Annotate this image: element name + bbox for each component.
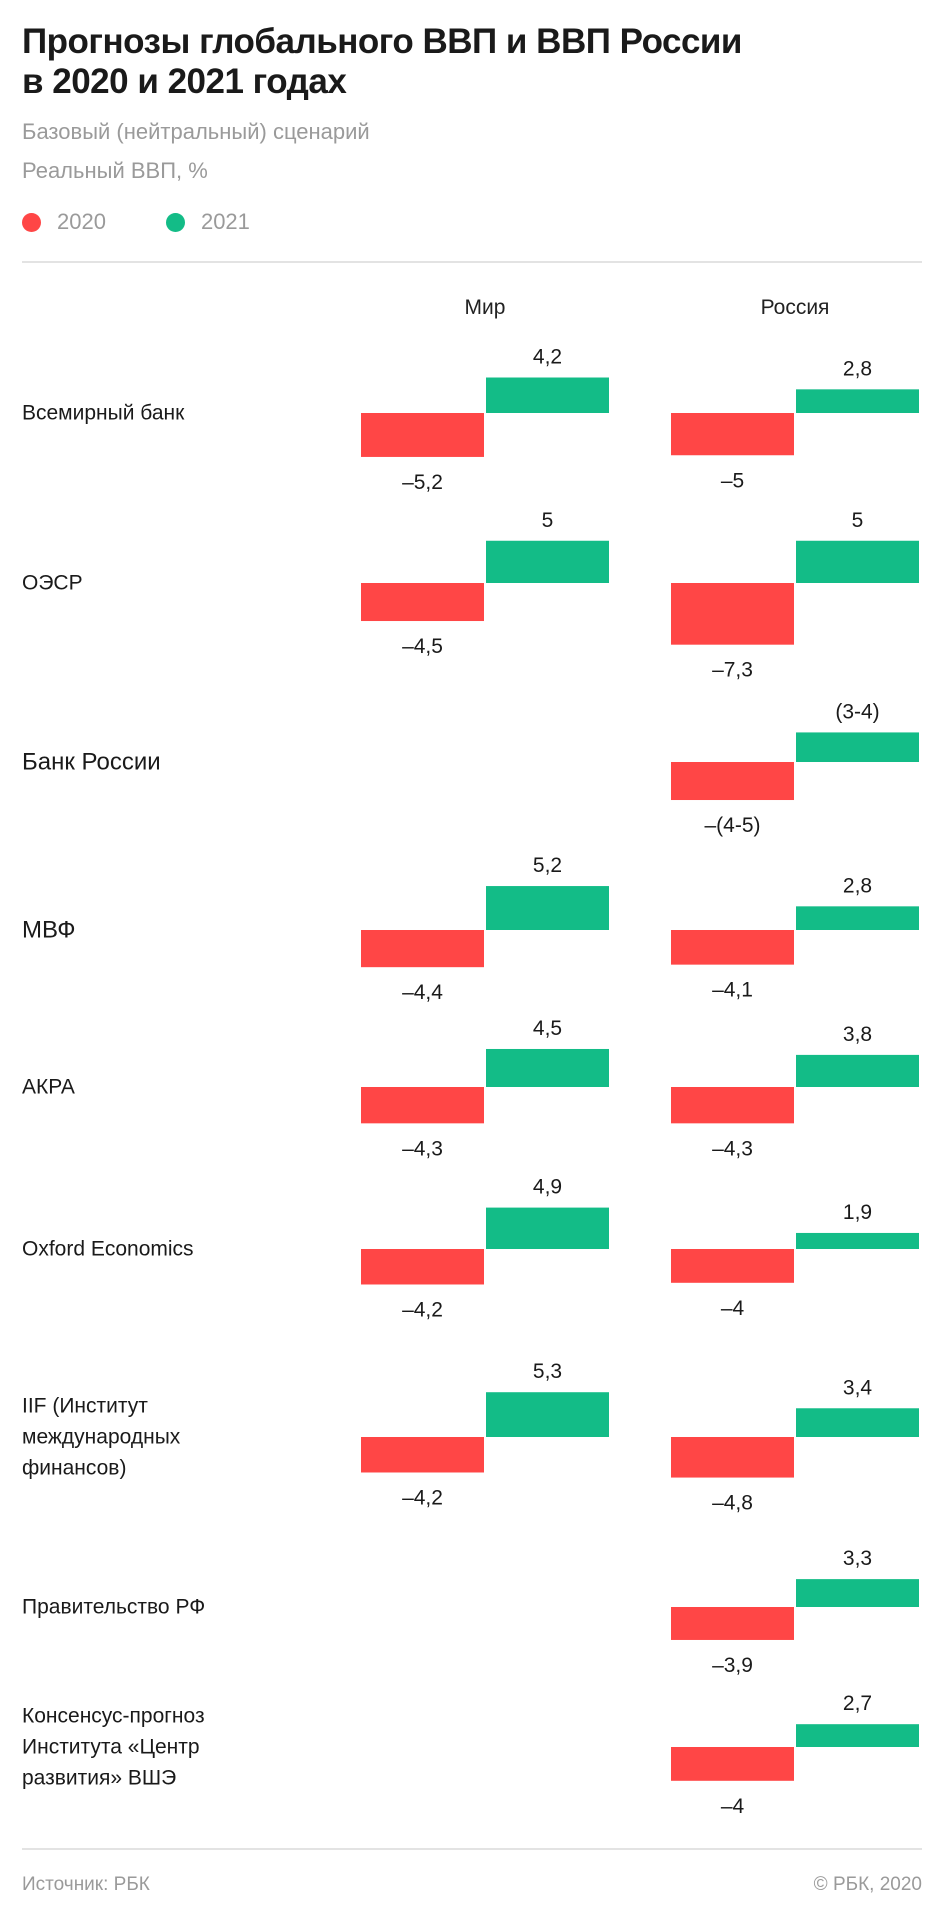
value-label-2021-russia: 2,7 bbox=[843, 1692, 872, 1715]
bar-2020-world bbox=[361, 583, 484, 622]
bar-2020-russia bbox=[671, 1087, 794, 1124]
value-label-2020-world: –5,2 bbox=[402, 471, 443, 494]
bar-2020-russia bbox=[671, 583, 794, 645]
chart-subtitle: Базовый (нейтральный) сценарий bbox=[22, 119, 370, 144]
bar-2021-russia bbox=[796, 1579, 919, 1607]
bar-2020-world bbox=[361, 1437, 484, 1473]
bar-2020-world bbox=[361, 1249, 484, 1285]
row-label: Всемирный банк bbox=[22, 401, 185, 425]
bar-2020-russia bbox=[671, 1747, 794, 1781]
row-label: Oxford Economics bbox=[22, 1237, 194, 1261]
bar-2020-world bbox=[361, 413, 484, 457]
value-label-2021-russia: 2,8 bbox=[843, 874, 872, 897]
row-label: ОЭСР bbox=[22, 571, 83, 595]
bar-2020-russia bbox=[671, 413, 794, 456]
row-label: МВФ bbox=[22, 916, 76, 944]
value-label-2021-russia: 2,8 bbox=[843, 357, 872, 380]
value-label-2020-world: –4,3 bbox=[402, 1137, 443, 1160]
bar-2021-russia bbox=[796, 1054, 919, 1087]
bar-2020-russia bbox=[671, 1607, 794, 1640]
value-label-2021-world: 5,3 bbox=[533, 1360, 562, 1383]
value-label-2021-world: 5,2 bbox=[533, 854, 562, 877]
column-header-russia: Россия bbox=[760, 296, 830, 319]
bar-2021-russia bbox=[796, 732, 919, 762]
bar-2021-world bbox=[486, 1048, 609, 1087]
value-label-2020-russia: –4,1 bbox=[712, 979, 753, 1002]
bar-2020-russia bbox=[671, 930, 794, 965]
value-label-2020-russia: –4 bbox=[721, 1795, 745, 1818]
value-label-2020-russia: –4 bbox=[721, 1297, 745, 1320]
row-label: Правительство РФ bbox=[22, 1595, 206, 1619]
legend: 2020 2021 bbox=[22, 208, 310, 236]
row-label: Консенсус-прогноз Института «Центр разви… bbox=[22, 1704, 205, 1790]
bar-2021-russia bbox=[796, 389, 919, 413]
value-label-2021-world: 4,5 bbox=[533, 1017, 562, 1040]
value-label-2021-world: 4,2 bbox=[533, 346, 562, 369]
chart-title: Прогнозы глобального ВВП и ВВП России в … bbox=[22, 22, 922, 102]
copyright-note: © РБК, 2020 bbox=[813, 1874, 922, 1895]
legend-dot-2020-icon bbox=[22, 212, 41, 232]
value-label-2021-russia: 3,4 bbox=[843, 1376, 873, 1399]
value-label-2020-russia: –4,3 bbox=[712, 1137, 753, 1160]
source-note: Источник: РБК bbox=[22, 1874, 150, 1895]
value-label-2020-russia: –7,3 bbox=[712, 659, 753, 682]
value-label-2020-russia: –4,8 bbox=[712, 1492, 753, 1515]
bar-2021-world bbox=[486, 540, 609, 583]
value-label-2021-world: 5 bbox=[542, 509, 554, 532]
value-label-2021-russia: 1,9 bbox=[843, 1201, 872, 1224]
bar-2020-russia bbox=[671, 762, 794, 801]
footer-divider bbox=[22, 1848, 922, 1850]
column-header-world: Мир bbox=[464, 296, 506, 319]
value-label-2020-world: –4,5 bbox=[402, 635, 443, 658]
chart-title-line-1: Прогнозы глобального ВВП и ВВП России bbox=[22, 22, 742, 61]
value-label-2021-russia: (3-4) bbox=[835, 700, 879, 723]
value-label-2020-world: –4,2 bbox=[402, 1298, 443, 1321]
bar-2021-world bbox=[486, 1392, 609, 1437]
legend-item-2020: 2020 bbox=[22, 209, 106, 235]
legend-dot-2021-icon bbox=[165, 212, 185, 232]
value-label-2020-russia: –3,9 bbox=[712, 1654, 753, 1677]
row-label: IIF (Институт международных финансов) bbox=[22, 1394, 181, 1480]
bar-2021-russia bbox=[796, 540, 919, 583]
bar-2020-russia bbox=[671, 1437, 794, 1478]
legend-label-2021: 2021 bbox=[200, 209, 250, 234]
value-label-2020-russia: –(4-5) bbox=[704, 814, 760, 837]
bar-2020-world bbox=[361, 1087, 484, 1124]
value-label-2021-russia: 3,3 bbox=[843, 1547, 872, 1570]
value-label-2021-russia: 3,8 bbox=[843, 1023, 872, 1046]
value-label-2020-world: –4,4 bbox=[402, 981, 443, 1004]
bar-2021-world bbox=[486, 377, 609, 413]
bar-2021-world bbox=[486, 886, 609, 930]
legend-label-2020: 2020 bbox=[57, 209, 106, 234]
header-divider bbox=[22, 261, 922, 263]
chart-title-line-2: в 2020 и 2021 годах bbox=[22, 62, 347, 101]
bar-2021-russia bbox=[796, 906, 919, 930]
legend-item-2021: 2021 bbox=[165, 209, 250, 235]
value-label-2021-russia: 5 bbox=[852, 509, 864, 532]
bar-2021-russia bbox=[796, 1408, 919, 1437]
bar-2021-russia bbox=[796, 1232, 919, 1249]
bar-2021-russia bbox=[796, 1724, 919, 1747]
bar-2020-world bbox=[361, 930, 484, 968]
row-label: АКРА bbox=[22, 1075, 75, 1099]
bar-2020-russia bbox=[671, 1249, 794, 1283]
value-label-2021-world: 4,9 bbox=[533, 1176, 562, 1199]
unit-note: Реальный ВВП, % bbox=[22, 158, 208, 183]
value-label-2020-world: –4,2 bbox=[402, 1486, 443, 1509]
row-label: Банк России bbox=[22, 748, 161, 776]
value-label-2020-russia: –5 bbox=[721, 469, 744, 492]
bar-2021-world bbox=[486, 1207, 609, 1249]
